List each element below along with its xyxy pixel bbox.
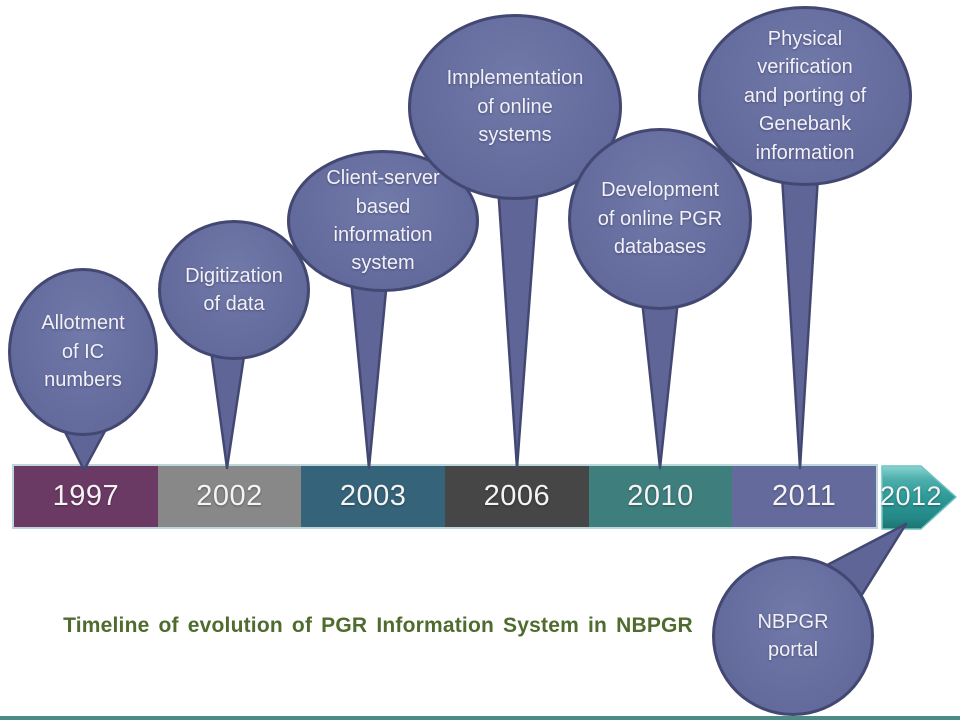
timeline-bar: 1997 2002 2003 2006 2010 2011 (12, 464, 878, 529)
year-label-2006: 2006 (483, 480, 551, 512)
timeline-arrow-label: 2012 (880, 464, 942, 529)
balloon-text: NBPGR portal (757, 610, 829, 661)
year-label-2003: 2003 (339, 480, 407, 512)
timeline-segment-2006: 2006 (445, 466, 589, 527)
balloon-physical-verification-genebank: Physical verification and porting of Gen… (698, 6, 912, 186)
balloon-text: Development of online PGR databases (597, 179, 723, 259)
year-label-1997: 1997 (52, 480, 120, 512)
balloon-text: Physical verification and porting of Gen… (743, 28, 867, 164)
balloon-text: Digitization of data (185, 264, 283, 315)
balloon-tail-2010 (640, 298, 680, 470)
balloon-tail-2003 (349, 278, 389, 470)
balloon-development-online-pgr-databases: Development of online PGR databases (568, 128, 752, 310)
balloon-tail-2006 (496, 184, 540, 470)
balloon-tail-2011 (780, 174, 820, 470)
year-label-2010: 2010 (627, 480, 694, 512)
timeline-caption: Timeline of evolution of PGR Information… (63, 614, 693, 637)
balloon-tail-2002 (208, 341, 248, 470)
year-label-2012: 2012 (879, 481, 943, 511)
timeline-segment-2003: 2003 (301, 466, 446, 527)
balloon-text: Client-server based information system (326, 167, 440, 275)
year-label-2002: 2002 (196, 480, 263, 512)
timeline-segment-2011: 2011 (732, 466, 877, 527)
footer-rule (0, 716, 960, 720)
balloon-digitization-of-data: Digitization of data (158, 220, 310, 360)
timeline-segment-2010: 2010 (588, 466, 733, 527)
year-label-2011: 2011 (772, 480, 837, 512)
timeline-segment-1997: 1997 (14, 466, 158, 527)
timeline-segment-2002: 2002 (157, 466, 302, 527)
balloon-text: Implementation of online systems (446, 67, 584, 147)
balloon-text: Allotment of IC numbers (41, 312, 125, 392)
balloon-allotment-ic-numbers: Allotment of IC numbers (8, 268, 158, 436)
balloon-nbpgr-portal: NBPGR portal (712, 556, 874, 716)
